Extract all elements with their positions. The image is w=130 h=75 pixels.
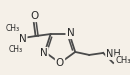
Text: O: O xyxy=(30,11,39,21)
Text: NH: NH xyxy=(106,49,121,59)
Text: CH₃: CH₃ xyxy=(9,45,23,54)
Text: N: N xyxy=(40,48,48,58)
Text: N: N xyxy=(67,28,74,38)
Text: N: N xyxy=(19,34,27,44)
Text: CH₃: CH₃ xyxy=(6,24,20,33)
Text: CH₃: CH₃ xyxy=(115,56,130,65)
Text: O: O xyxy=(56,58,64,68)
